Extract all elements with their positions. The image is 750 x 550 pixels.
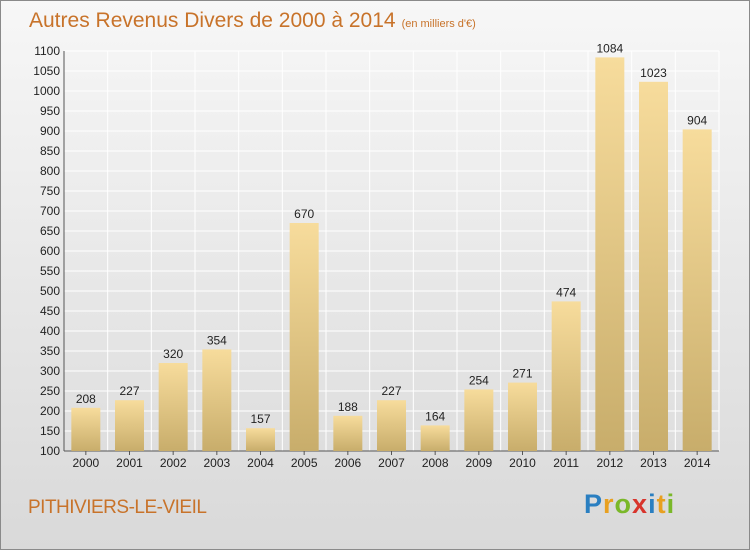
y-tick-label: 550 — [40, 264, 60, 278]
chart-title-text: Autres Revenus Divers de 2000 à 2014 — [29, 9, 396, 32]
logo-letter: o — [614, 489, 633, 519]
y-tick-label: 1050 — [33, 64, 60, 78]
x-tick-label: 2006 — [334, 456, 361, 470]
bar — [115, 400, 144, 451]
logo-letter: t — [656, 489, 667, 519]
bar — [289, 223, 319, 451]
bar-value-label: 271 — [512, 367, 532, 381]
y-tick-label: 450 — [40, 304, 60, 318]
y-tick-label: 1000 — [33, 84, 60, 98]
bars — [71, 57, 712, 452]
logo-letter: i — [666, 489, 676, 519]
x-tick-label: 2009 — [465, 456, 492, 470]
y-tick-label: 800 — [40, 164, 60, 178]
x-tick-label: 2010 — [509, 456, 536, 470]
bar — [639, 81, 668, 452]
bar-value-label: 188 — [338, 400, 358, 414]
bar — [682, 129, 712, 451]
chart-title: Autres Revenus Divers de 2000 à 2014 (en … — [29, 9, 476, 33]
place-name: PITHIVIERS-LE-VIEIL — [28, 497, 207, 518]
x-tick-label: 2012 — [596, 456, 623, 470]
logo-letter: P — [584, 489, 604, 519]
bar — [333, 415, 363, 451]
y-tick-label: 850 — [40, 144, 60, 158]
bar-value-label: 227 — [381, 384, 401, 398]
bar-value-label: 320 — [163, 347, 183, 361]
bar — [508, 382, 537, 451]
y-tick-label: 950 — [40, 104, 60, 118]
x-tick-label: 2007 — [378, 456, 405, 470]
x-tick-label: 2000 — [72, 456, 99, 470]
logo-letter: x — [632, 489, 649, 519]
y-tick-label: 100 — [40, 444, 60, 458]
bar — [551, 301, 581, 451]
bar-value-label: 164 — [425, 409, 445, 423]
y-tick-label: 500 — [40, 284, 60, 298]
y-tick-label: 1100 — [34, 44, 60, 58]
y-tick-label: 900 — [40, 124, 60, 138]
bar — [464, 389, 494, 451]
bar — [246, 428, 275, 451]
logo-letter: r — [603, 489, 615, 519]
proxiti-logo: Proxiti — [584, 489, 675, 520]
bar-value-label: 474 — [556, 285, 576, 299]
x-tick-label: 2008 — [422, 456, 449, 470]
y-tick-label: 750 — [40, 184, 60, 198]
bar-value-label: 670 — [294, 207, 314, 221]
bar — [377, 400, 406, 451]
bar — [71, 407, 101, 451]
bar-value-label: 227 — [119, 384, 139, 398]
labels: 100 150 200 250 300 350 400 450 500 550 600 650 700 7… — [33, 41, 711, 470]
x-tick-label: 2004 — [247, 456, 274, 470]
bar-value-label: 1023 — [640, 66, 667, 80]
y-tick-label: 700 — [40, 204, 60, 218]
x-tick-label: 2003 — [203, 456, 230, 470]
x-tick-label: 2013 — [640, 456, 667, 470]
x-tick-label: 2001 — [116, 456, 143, 470]
logo-letter: i — [648, 489, 657, 519]
x-tick-label: 2002 — [160, 456, 187, 470]
bar-value-label: 354 — [207, 333, 227, 347]
y-tick-label: 350 — [40, 344, 60, 358]
y-tick-label: 650 — [40, 224, 60, 238]
bar — [595, 57, 625, 452]
y-tick-label: 600 — [40, 244, 60, 258]
y-tick-label: 250 — [40, 384, 60, 398]
bar-value-label: 254 — [469, 373, 489, 387]
x-tick-label: 2011 — [553, 456, 579, 470]
y-tick-label: 300 — [40, 364, 60, 378]
bar — [202, 349, 232, 451]
chart-subtitle: (en milliers d'€) — [401, 18, 476, 30]
bar — [158, 363, 188, 451]
y-tick-label: 150 — [40, 424, 60, 438]
y-tick-label: 400 — [40, 324, 60, 338]
bar-value-label: 1084 — [596, 41, 623, 55]
bar-value-label: 904 — [687, 113, 707, 127]
bar-value-label: 208 — [76, 392, 96, 406]
bar-value-label: 157 — [250, 412, 270, 426]
x-tick-label: 2014 — [684, 456, 711, 470]
bar — [420, 425, 450, 451]
y-tick-label: 200 — [40, 404, 60, 418]
x-tick-label: 2005 — [291, 456, 318, 470]
